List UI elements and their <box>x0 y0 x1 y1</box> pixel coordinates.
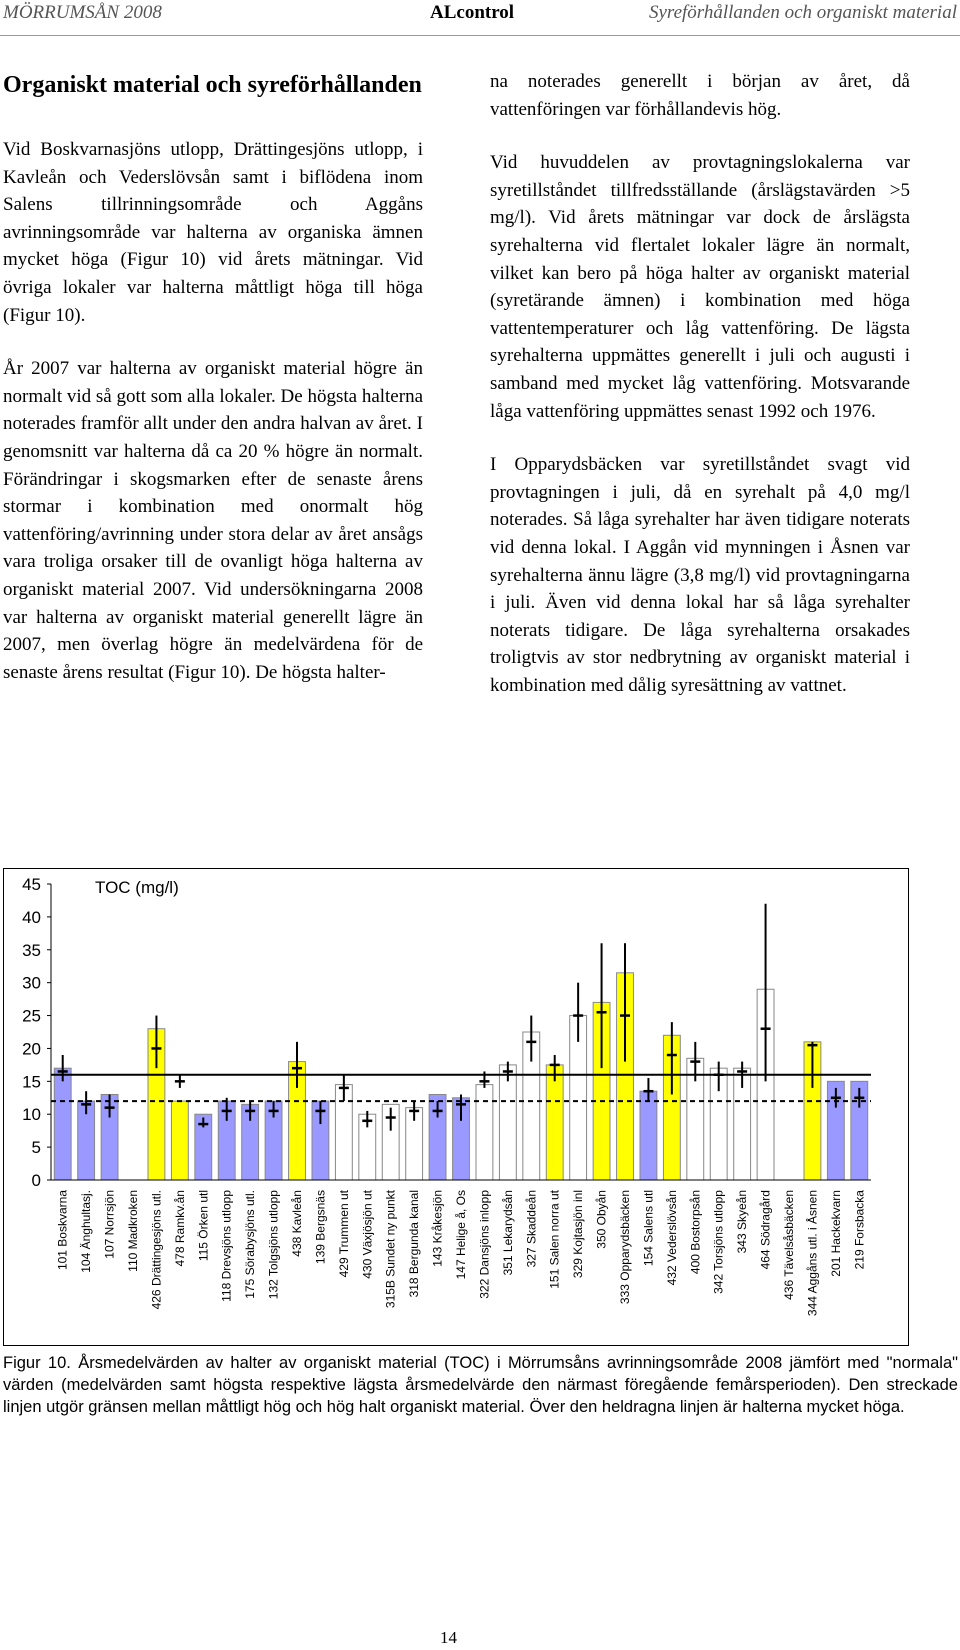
paragraph: Vid Boskvarnasjöns utlopp, Drättingesjön… <box>3 139 423 326</box>
y-tick-label: 0 <box>32 1171 41 1190</box>
x-tick-label: 438 Kavleån <box>290 1190 304 1257</box>
bar <box>53 1067 72 1181</box>
left-column: Organiskt material och syreförhållanden … <box>3 70 423 712</box>
bar <box>639 1090 658 1181</box>
x-tick-label: 139 Bergsnäs <box>313 1190 327 1264</box>
y-tick-label: 5 <box>32 1138 41 1157</box>
x-tick-label: 430 Växjösjön ut <box>360 1189 374 1278</box>
caption: Figur 10. Årsmedelvärden av halter av or… <box>3 1354 958 1416</box>
bar <box>545 1064 564 1181</box>
x-tick-label: 104 Änghultasj. <box>79 1190 93 1273</box>
y-tick-label: 35 <box>22 941 41 960</box>
header-rule <box>0 35 960 36</box>
y-tick-label: 25 <box>22 1007 41 1026</box>
y-tick-label: 20 <box>22 1039 41 1058</box>
x-tick-label: 478 Ramkv.ån <box>173 1190 187 1266</box>
x-tick-label: 344 Aggåns utl. i Åsnen <box>804 1190 819 1316</box>
x-tick-label: 342 Torsjöns utlopp <box>712 1190 726 1294</box>
x-tick-label: 426 Drättingesjöns utl. <box>149 1190 163 1309</box>
x-tick-label: 464 Södragård <box>759 1190 773 1269</box>
x-tick-label: 322 Dansjöns inlopp <box>477 1190 491 1299</box>
x-tick-label: 436 Tävelsåsbäcken <box>782 1190 796 1300</box>
x-tick-label: 132 Tolgsjöns utlopp <box>267 1190 281 1300</box>
y-tick-label: 45 <box>22 875 41 894</box>
header-right: Syreförhållanden och organiskt material <box>648 2 957 23</box>
page-number: 14 <box>440 1628 457 1647</box>
x-tick-label: 318 Bergunda kanal <box>407 1190 421 1297</box>
x-tick-label: 115 Örken utl <box>196 1190 210 1261</box>
x-tick-label: 201 Hackekvarn <box>829 1190 843 1277</box>
x-tick-label: 432 Vederslövsån <box>665 1190 679 1285</box>
x-tick-label: 351 Lekarydsån <box>501 1190 515 1275</box>
y-tick-label: 15 <box>22 1072 41 1091</box>
header-center: ALcontrol <box>430 2 515 23</box>
x-tick-label: 329 Kojtasjön inl <box>571 1190 585 1278</box>
x-tick-label: 151 Salen norra ut <box>548 1189 562 1288</box>
x-tick-label: 101 Boskvarna <box>56 1190 70 1270</box>
bar <box>498 1064 517 1181</box>
x-tick-label: 219 Forsbacka <box>852 1190 866 1270</box>
y-tick-label: 10 <box>22 1105 41 1124</box>
paragraph: na noterades generellt i början av året,… <box>490 71 910 120</box>
x-tick-label: 315B Sundet ny punkt <box>384 1189 398 1308</box>
x-tick-label: 118 Drevsjöns utlopp <box>220 1190 234 1302</box>
x-tick-label: 333 Opparydsbäcken <box>618 1190 632 1304</box>
paragraph: År 2007 var halterna av organiskt materi… <box>3 358 424 683</box>
x-tick-label: 400 Bostorpsån <box>688 1190 702 1274</box>
x-tick-label: 107 Norrsjön <box>103 1190 117 1259</box>
y-tick-label: 30 <box>22 974 41 993</box>
x-tick-label: 175 Sörabysjöns utl. <box>243 1190 257 1299</box>
chart: TOC (mg/l) 0 5 10 15 20 25 30 35 40 45 101 Boskvar… <box>3 868 909 1346</box>
paragraph: Vid huvuddelen av provtagningslokalerna … <box>490 152 910 422</box>
bar <box>475 1084 494 1181</box>
bar <box>170 1100 189 1181</box>
y-tick-label: 40 <box>22 908 41 927</box>
right-column: na noterades generellt i början av året,… <box>490 68 910 725</box>
chart-title: TOC (mg/l) <box>95 878 179 897</box>
x-tick-label: 154 Salens utl <box>641 1190 655 1266</box>
header-left: MÖRRUMSÅN 2008 <box>3 2 162 23</box>
paragraph: I Opparydsbäcken var syretillståndet sva… <box>490 454 910 696</box>
x-tick-label: 110 Madkroken <box>126 1190 140 1272</box>
x-tick-label: 343 Skyeån <box>735 1190 749 1253</box>
heading: Organiskt material och syreförhållanden <box>3 72 422 98</box>
chart-frame <box>3 868 909 1346</box>
x-tick-label: 147 Helige å, Os <box>454 1190 468 1279</box>
x-tick-label: 327 Skaddeån <box>524 1190 538 1267</box>
x-tick-label: 350 Obyån <box>595 1190 609 1249</box>
x-tick-label: 429 Trummen ut <box>337 1189 351 1277</box>
x-tick-label: 143 Kråkesjön <box>431 1190 445 1267</box>
